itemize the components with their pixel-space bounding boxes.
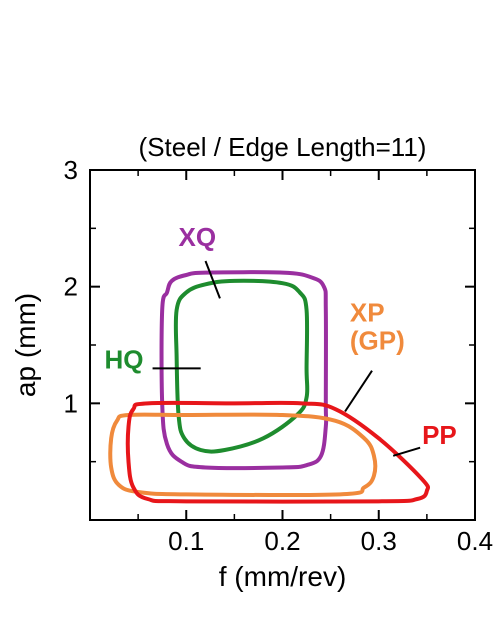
ytick-label: 1	[64, 388, 78, 418]
label-XP_GP-line0: XP	[350, 298, 385, 328]
label-HQ: HQ	[104, 344, 143, 374]
label-XP_GP-line1: (GP)	[350, 326, 405, 356]
xtick-label: 0.3	[361, 526, 397, 556]
chart-container: (Steel / Edge Length=11) 0.1 0.2 0.3 0.4 1 2 3 f…	[0, 0, 500, 635]
label-PP: PP	[422, 420, 457, 450]
x-axis-label: f (mm/rev)	[219, 561, 347, 592]
ytick-label: 2	[64, 272, 78, 302]
chart-title: (Steel / Edge Length=11)	[139, 132, 427, 162]
xtick-label: 0.2	[264, 526, 300, 556]
xtick-label: 0.4	[457, 526, 493, 556]
chart-svg: (Steel / Edge Length=11) 0.1 0.2 0.3 0.4 1 2 3 f…	[0, 0, 500, 635]
xtick-label: 0.1	[168, 526, 204, 556]
label-XQ: XQ	[179, 222, 217, 252]
y-axis-label: ap (mm)	[10, 293, 41, 397]
ytick-label: 3	[64, 155, 78, 185]
